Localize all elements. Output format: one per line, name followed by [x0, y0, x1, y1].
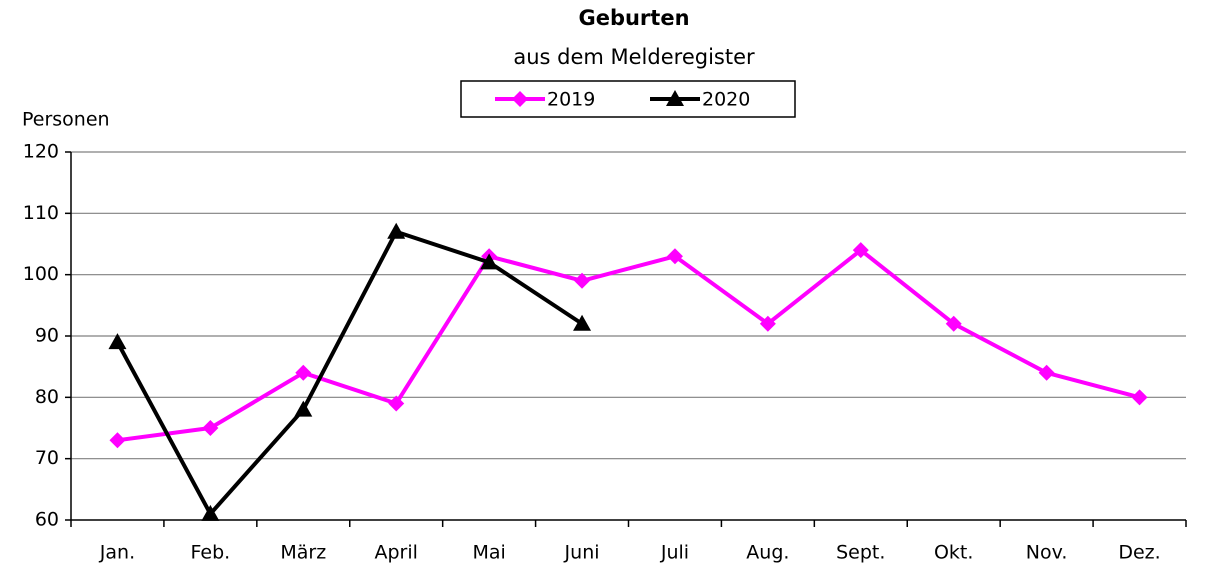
x-tick-label: Mai — [472, 542, 505, 564]
marker — [202, 420, 219, 436]
marker — [388, 395, 405, 412]
y-tick-label: 100 — [23, 263, 59, 285]
y-axis-label: Personen — [22, 109, 110, 131]
legend-label: 2019 — [547, 89, 595, 111]
marker — [666, 248, 683, 265]
marker — [387, 222, 406, 239]
marker — [109, 432, 126, 449]
marker — [945, 315, 962, 332]
chart-subtitle: aus dem Melderegister — [513, 45, 755, 69]
x-tick-label: März — [280, 542, 326, 564]
chart-title: Geburten — [578, 6, 689, 30]
x-tick-label: April — [374, 542, 417, 564]
marker — [574, 272, 591, 289]
marker — [201, 504, 220, 521]
marker — [294, 400, 313, 417]
x-tick-label: Juli — [660, 542, 689, 564]
marker — [480, 253, 499, 270]
x-tick-label: Dez. — [1118, 542, 1160, 564]
marker — [759, 315, 776, 332]
y-tick-label: 60 — [35, 509, 59, 531]
y-tick-label: 80 — [35, 386, 59, 408]
x-tick-label: Feb. — [191, 542, 231, 564]
x-tick-label: Juni — [564, 542, 600, 564]
x-tick-label: Nov. — [1026, 542, 1068, 564]
y-tick-label: 70 — [35, 447, 59, 469]
marker — [108, 333, 127, 350]
x-tick-label: Aug. — [746, 542, 789, 564]
y-tick-label: 110 — [23, 202, 59, 224]
marker — [573, 314, 592, 331]
marker — [295, 364, 312, 381]
series-line — [115, 229, 584, 516]
y-tick-label: 90 — [35, 325, 59, 347]
legend-marker — [512, 91, 528, 107]
y-tick-label: 120 — [23, 141, 59, 163]
x-tick-label: Sept. — [836, 542, 885, 564]
x-tick-label: Okt. — [934, 542, 973, 564]
legend-label: 2020 — [702, 89, 750, 111]
series-line — [117, 248, 1141, 443]
marker — [1131, 389, 1148, 406]
legend-marker — [666, 90, 684, 106]
marker — [852, 242, 869, 259]
marker — [1038, 364, 1055, 381]
x-tick-label: Jan. — [99, 542, 135, 564]
